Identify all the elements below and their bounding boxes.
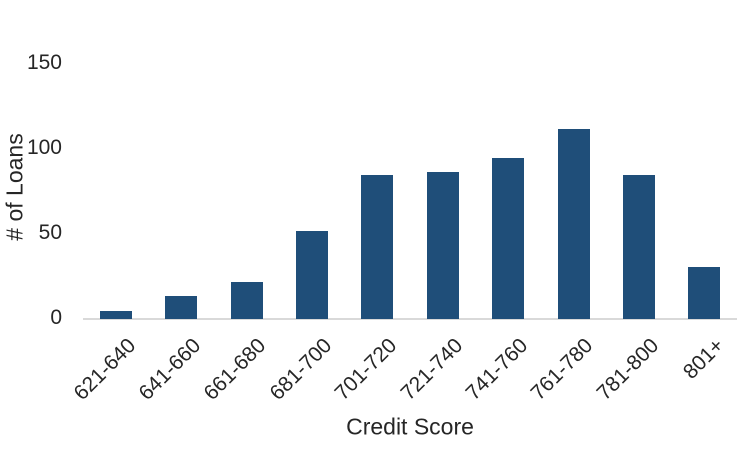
bar xyxy=(99,311,132,319)
x-axis-title: Credit Score xyxy=(346,413,474,440)
y-tick-label: 50 xyxy=(38,221,62,244)
x-tick-label: 661-680 xyxy=(199,334,271,405)
bar xyxy=(688,267,721,319)
y-axis-title: # of Loans xyxy=(1,133,28,241)
y-tick-label: 0 xyxy=(50,306,62,329)
x-tick-label: 641-660 xyxy=(134,334,206,405)
x-axis-line xyxy=(83,318,737,320)
x-tick-label: 781-800 xyxy=(592,334,664,405)
y-tick-label: 150 xyxy=(26,51,62,74)
bar xyxy=(557,129,590,319)
bar xyxy=(622,175,655,319)
x-tick-label: 721-740 xyxy=(396,334,467,405)
x-tick-label: 741-760 xyxy=(461,334,533,405)
bar xyxy=(492,158,525,319)
bar xyxy=(361,175,394,319)
bar xyxy=(230,282,263,319)
bar xyxy=(426,171,459,319)
x-tick-label: 801+ xyxy=(678,334,729,384)
bar xyxy=(295,231,328,319)
x-tick-label: 761-780 xyxy=(526,334,598,405)
x-tick-label: 681-700 xyxy=(265,334,337,405)
bar xyxy=(165,295,198,319)
x-tick-label: 621-640 xyxy=(69,334,140,405)
y-tick-label: 100 xyxy=(26,136,62,159)
x-tick-label: 701-720 xyxy=(330,334,402,405)
